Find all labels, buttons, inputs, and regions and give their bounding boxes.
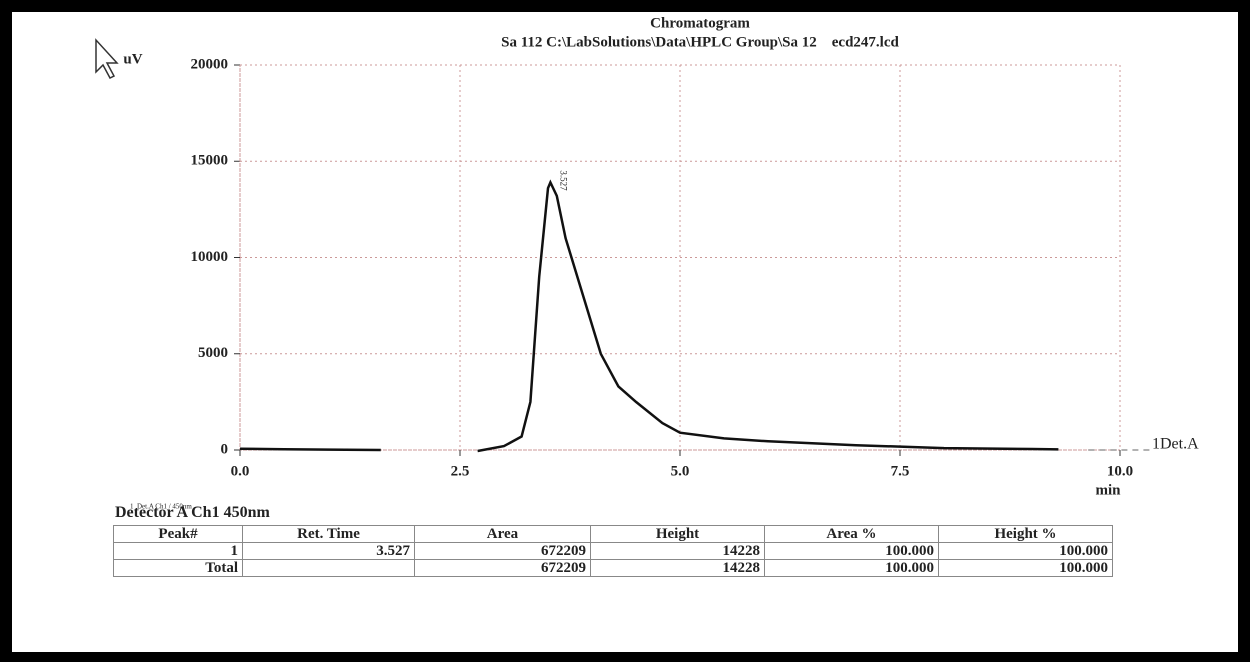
table-cell: Area % <box>764 525 939 543</box>
peak-annotation: 3.527 <box>558 170 568 191</box>
x-tick-label: 0.0 <box>231 463 250 479</box>
table-cell: Ret. Time <box>242 525 415 543</box>
table-cell: Area <box>414 525 591 543</box>
y-tick-label: 10000 <box>191 249 229 265</box>
table-cell: 672209 <box>414 542 591 560</box>
table-cell: 3.527 <box>242 542 415 560</box>
trace-label: 1Det.A <box>1152 436 1199 453</box>
table-row: 1 3.527 672209 14228 100.000 100.000 <box>113 542 1113 560</box>
x-axis-label: min <box>1095 482 1121 498</box>
table-cell: 100.000 <box>764 559 939 577</box>
trace <box>239 179 1059 453</box>
table-title: Detector A Ch1 450nm <box>115 504 270 521</box>
y-tick-label: 20000 <box>191 56 229 72</box>
table-cell: 100.000 <box>938 559 1113 577</box>
chart-title: Chromatogram <box>650 15 750 31</box>
y-axis-label: uV <box>123 51 142 67</box>
peak-table: Peak# Ret. Time Area Height Area % Height % 1 3… <box>113 525 1113 577</box>
table-cell: Peak# <box>113 525 243 543</box>
y-tick-label: 5000 <box>198 345 228 361</box>
footnote: 1 Det.A Ch1 / 450nm <box>130 503 192 511</box>
x-tick-label: 7.5 <box>891 463 910 479</box>
y-tick-label: 0 <box>221 441 229 457</box>
table-cell: 14228 <box>590 559 765 577</box>
x-tick-label: 5.0 <box>671 463 690 479</box>
cursor-icon <box>95 38 119 79</box>
table-header: Peak# Ret. Time Area Height Area % Height % <box>113 525 1113 543</box>
table-cell <box>242 559 415 577</box>
table-cell: Height <box>590 525 765 543</box>
x-tick-label: 2.5 <box>451 463 470 479</box>
y-tick-label: 15000 <box>191 153 229 169</box>
table-cell: Height % <box>938 525 1113 543</box>
chart-subtitle: Sa 112 C:\LabSolutions\Data\HPLC Group\S… <box>501 34 899 50</box>
table-cell: 1 <box>113 542 243 560</box>
table-cell: 14228 <box>590 542 765 560</box>
table-cell: 100.000 <box>764 542 939 560</box>
x-tick-label: 10.0 <box>1107 463 1133 479</box>
table-cell: 672209 <box>414 559 591 577</box>
table-cell: 100.000 <box>938 542 1113 560</box>
table-row: Total 672209 14228 100.000 100.000 <box>113 559 1113 577</box>
table-cell: Total <box>113 559 243 577</box>
